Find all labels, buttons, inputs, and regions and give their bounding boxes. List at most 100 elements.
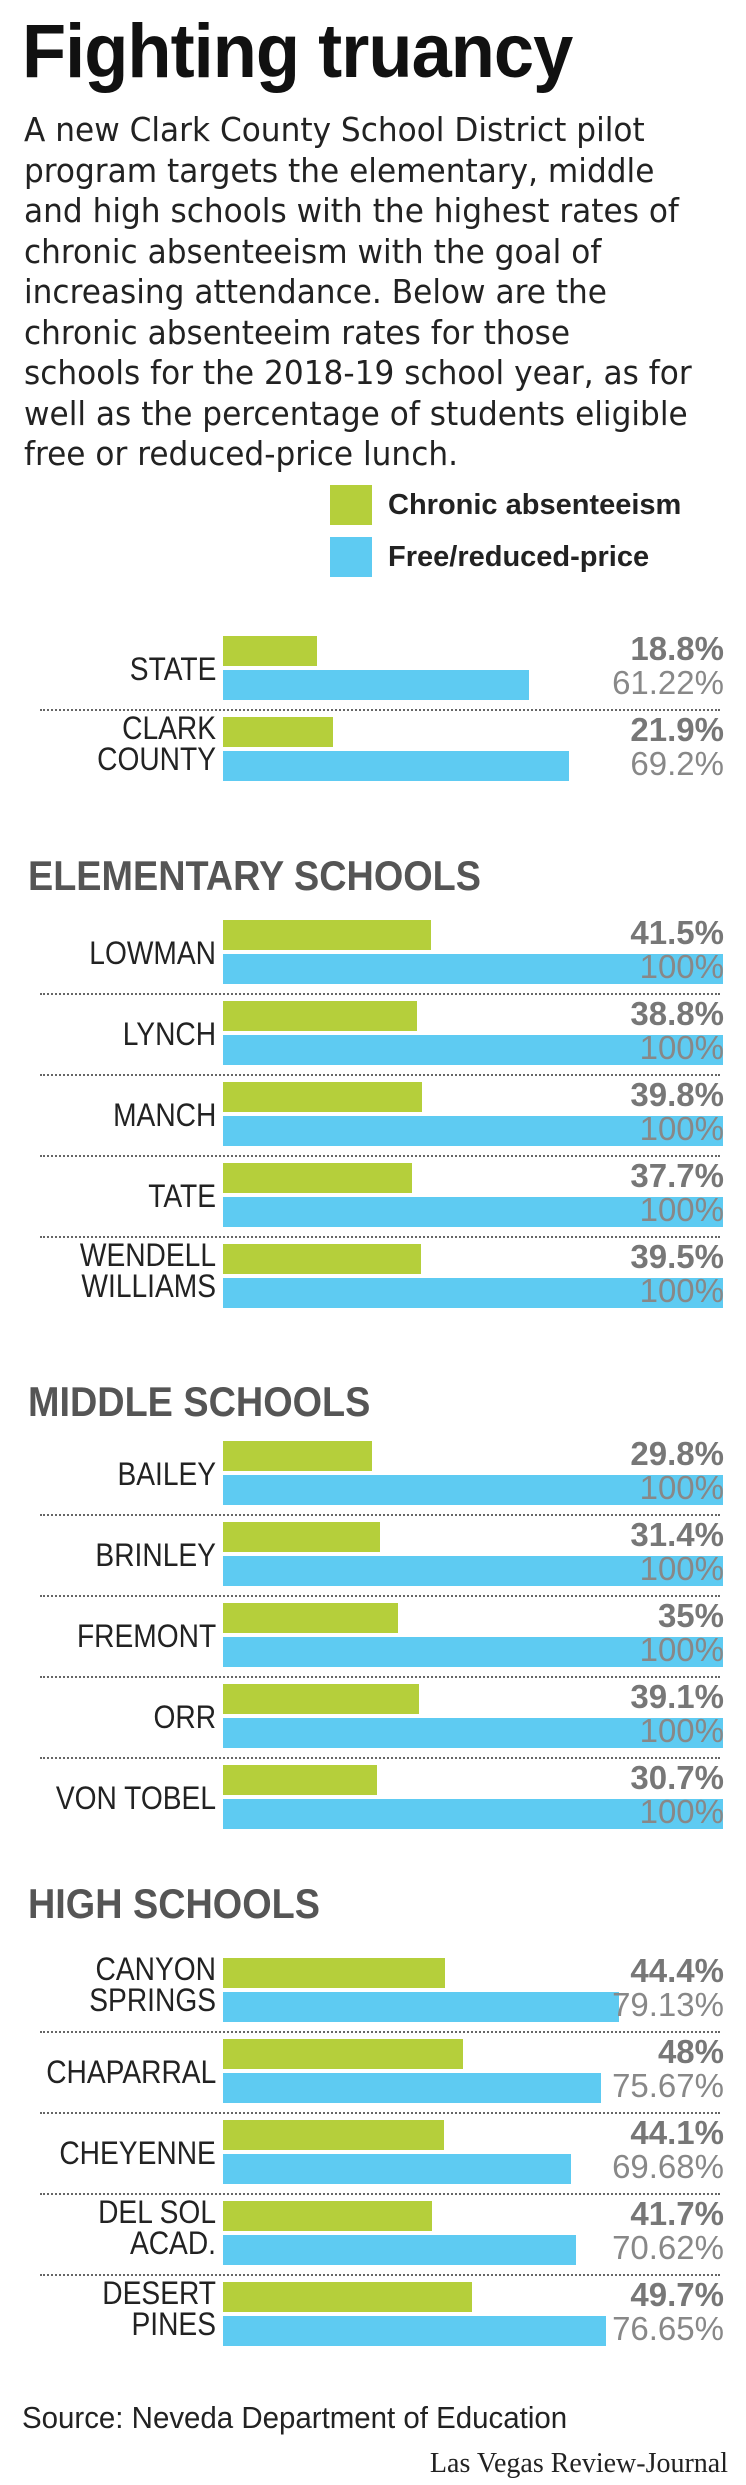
row-label: LYNCH <box>122 1016 216 1052</box>
row-label: STATE <box>129 651 216 687</box>
bar-free-reduced-price <box>223 1116 723 1146</box>
value-free-reduced-price: 76.65% <box>612 2310 724 2347</box>
bar-chronic-absenteeism <box>223 1441 372 1471</box>
row-divider <box>40 2274 720 2276</box>
bar-chronic-absenteeism <box>223 2282 472 2312</box>
legend-chronic-label: Chronic absenteeism <box>388 488 682 521</box>
bar-chronic-absenteeism <box>223 1603 398 1633</box>
bar-free-reduced-price <box>223 670 530 700</box>
section-title: ELEMENTARY SCHOOLS <box>28 852 481 899</box>
bar-free-reduced-price <box>223 2154 572 2184</box>
row-divider <box>40 1595 720 1597</box>
row-label: DESERT PINES <box>102 2275 216 2342</box>
credit-line: Las Vegas Review-Journal <box>429 2448 728 2479</box>
bar-free-reduced-price <box>223 751 569 781</box>
value-chronic-absenteeism: 41.7% <box>630 2195 724 2232</box>
section-title: HIGH SCHOOLS <box>28 1880 320 1927</box>
bar-free-reduced-price <box>223 2073 602 2103</box>
bar-free-reduced-price <box>223 1035 723 1065</box>
legend-chronic-swatch <box>330 485 372 525</box>
bar-chronic-absenteeism <box>223 1244 421 1274</box>
value-chronic-absenteeism: 18.8% <box>630 630 724 667</box>
legend-free-swatch <box>330 537 372 577</box>
value-free-reduced-price: 61.22% <box>612 664 724 701</box>
bar-free-reduced-price <box>223 1278 723 1308</box>
bar-free-reduced-price <box>223 1556 723 1586</box>
bar-chronic-absenteeism <box>223 1082 422 1112</box>
value-free-reduced-price: 100% <box>639 1110 724 1147</box>
value-chronic-absenteeism: 39.5% <box>630 1238 724 1275</box>
bar-chronic-absenteeism <box>223 2201 432 2231</box>
value-free-reduced-price: 100% <box>639 1191 724 1228</box>
value-chronic-absenteeism: 39.8% <box>630 1076 724 1113</box>
legend-free-label: Free/reduced-price <box>388 540 650 573</box>
bar-chronic-absenteeism <box>223 1684 419 1714</box>
value-chronic-absenteeism: 44.1% <box>630 2114 724 2151</box>
bar-chronic-absenteeism <box>223 920 431 950</box>
value-free-reduced-price: 69.68% <box>612 2148 724 2185</box>
value-chronic-absenteeism: 29.8% <box>630 1435 724 1472</box>
row-label: VON TOBEL <box>55 1780 216 1816</box>
bar-free-reduced-price <box>223 2316 607 2346</box>
row-label: FREMONT <box>76 1618 216 1654</box>
row-divider <box>40 1514 720 1516</box>
bar-free-reduced-price <box>223 1197 723 1227</box>
row-divider <box>40 1074 720 1076</box>
value-chronic-absenteeism: 31.4% <box>630 1516 724 1553</box>
row-divider <box>40 2112 720 2114</box>
value-free-reduced-price: 75.67% <box>612 2067 724 2104</box>
bar-free-reduced-price <box>223 1718 723 1748</box>
row-divider <box>40 993 720 995</box>
value-free-reduced-price: 100% <box>639 1550 724 1587</box>
bar-chronic-absenteeism <box>223 1001 417 1031</box>
row-label: WENDELL WILLIAMS <box>79 1237 217 1304</box>
bar-chronic-absenteeism <box>223 636 317 666</box>
value-chronic-absenteeism: 21.9% <box>630 711 724 748</box>
value-free-reduced-price: 100% <box>639 1712 724 1749</box>
bar-chronic-absenteeism <box>223 717 333 747</box>
row-label: CHAPARRAL <box>45 2054 216 2090</box>
bar-chronic-absenteeism <box>223 1958 445 1988</box>
value-chronic-absenteeism: 35% <box>657 1597 724 1634</box>
source-note: Source: Neveda Department of Education <box>22 2400 568 2435</box>
row-label: DEL SOL ACAD. <box>98 2194 216 2261</box>
bar-free-reduced-price <box>223 2235 577 2265</box>
bar-free-reduced-price <box>223 1637 723 1667</box>
value-free-reduced-price: 100% <box>639 1029 724 1066</box>
row-divider <box>40 1236 720 1238</box>
row-label: CHEYENNE <box>59 2135 216 2171</box>
row-label: LOWMAN <box>89 935 216 971</box>
value-free-reduced-price: 100% <box>639 1631 724 1668</box>
row-divider <box>40 709 720 711</box>
value-chronic-absenteeism: 41.5% <box>630 914 724 951</box>
value-chronic-absenteeism: 37.7% <box>630 1157 724 1194</box>
row-divider <box>40 2193 720 2195</box>
row-divider <box>40 1757 720 1759</box>
row-label: BAILEY <box>117 1456 216 1492</box>
value-chronic-absenteeism: 38.8% <box>630 995 724 1032</box>
value-free-reduced-price: 79.13% <box>612 1986 724 2023</box>
row-label: ORR <box>153 1699 216 1735</box>
value-free-reduced-price: 100% <box>639 1793 724 1830</box>
value-free-reduced-price: 100% <box>639 948 724 985</box>
legend-chronic: Chronic absenteeism <box>330 485 681 525</box>
value-chronic-absenteeism: 49.7% <box>630 2276 724 2313</box>
value-chronic-absenteeism: 48% <box>657 2033 724 2070</box>
bar-free-reduced-price <box>223 1992 619 2022</box>
value-chronic-absenteeism: 44.4% <box>630 1952 724 1989</box>
value-free-reduced-price: 100% <box>639 1272 724 1309</box>
section-title: MIDDLE SCHOOLS <box>28 1378 371 1425</box>
row-divider <box>40 1155 720 1157</box>
value-chronic-absenteeism: 30.7% <box>630 1759 724 1796</box>
bar-chronic-absenteeism <box>223 2120 444 2150</box>
row-label: MANCH <box>112 1097 216 1133</box>
row-label: CLARK COUNTY <box>97 710 216 777</box>
value-chronic-absenteeism: 39.1% <box>630 1678 724 1715</box>
row-divider <box>40 2031 720 2033</box>
value-free-reduced-price: 100% <box>639 1469 724 1506</box>
legend-free: Free/reduced-price <box>330 537 649 577</box>
row-label: BRINLEY <box>95 1537 216 1573</box>
bar-chronic-absenteeism <box>223 2039 463 2069</box>
bar-chronic-absenteeism <box>223 1765 377 1795</box>
bar-free-reduced-price <box>223 1799 723 1829</box>
